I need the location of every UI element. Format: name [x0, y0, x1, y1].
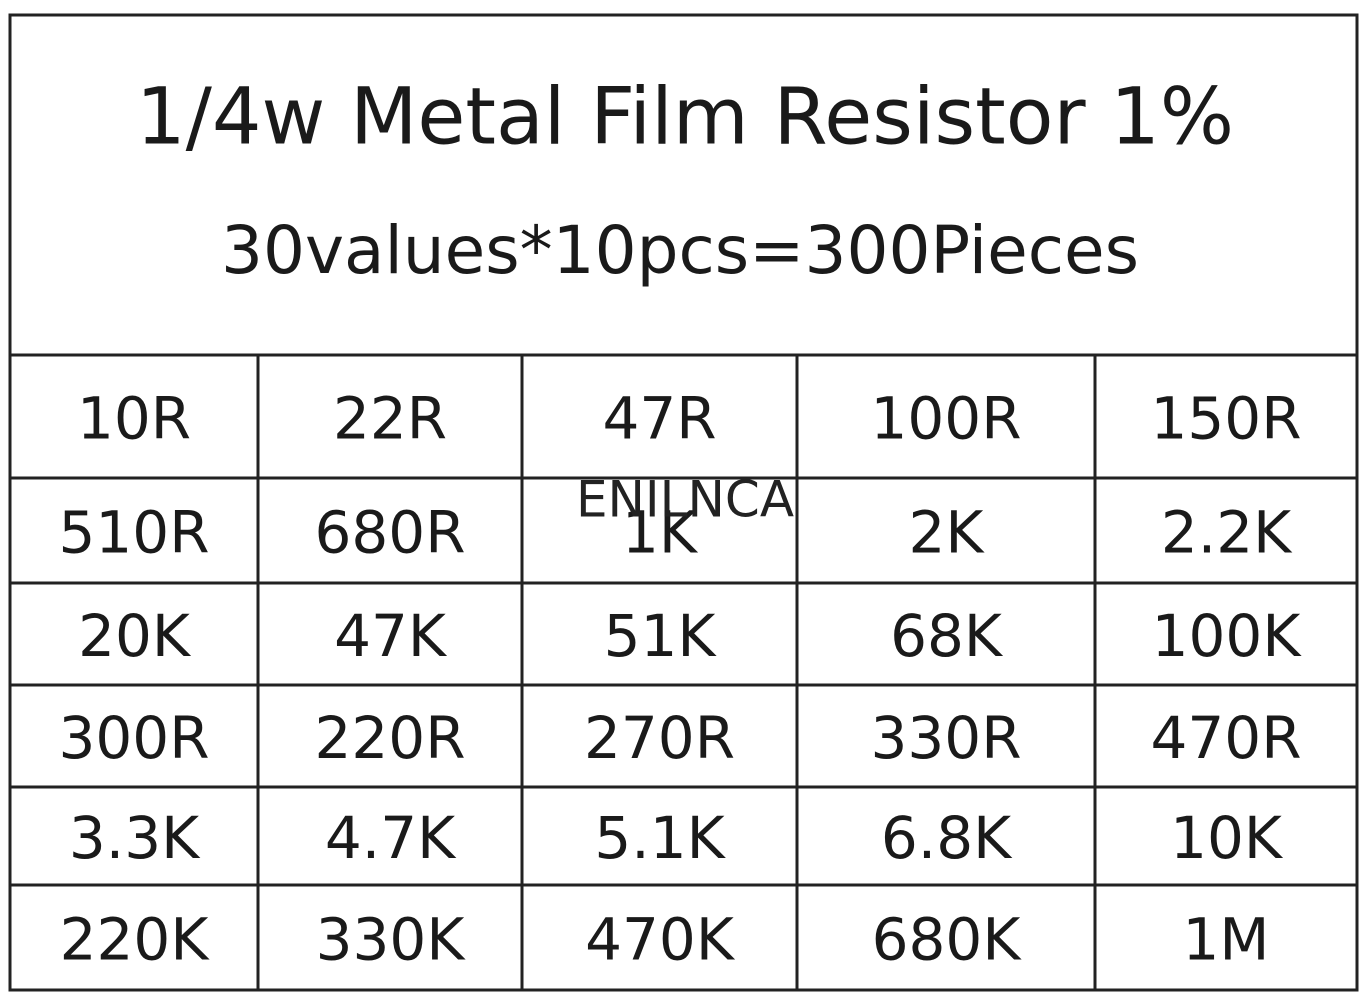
cell: 220K — [60, 906, 211, 974]
watermark: ENILNCA — [576, 471, 794, 529]
cell: 510R — [58, 499, 209, 567]
cell: 2.2K — [1161, 499, 1293, 567]
cell: 51K — [604, 602, 718, 670]
cell: 470K — [585, 906, 736, 974]
table-grid — [10, 353, 1357, 990]
cell: 47K — [334, 602, 448, 670]
cell: 220R — [314, 704, 465, 772]
cell: 22R — [333, 385, 447, 453]
cell: 3.3K — [69, 804, 201, 872]
outer-border — [8, 13, 1359, 992]
cell: 6.8K — [881, 804, 1013, 872]
table-cells: 10R 22R 47R 100R 150R 510R 680R 1K 2K 2.2K 20K 47K 5… — [58, 385, 1302, 974]
cell: 4.7K — [325, 804, 457, 872]
cell: 5.1K — [594, 804, 726, 872]
cell: 470R — [1150, 704, 1301, 772]
cell: 68K — [890, 602, 1004, 670]
cell: 680K — [872, 906, 1023, 974]
cell: 150R — [1150, 385, 1301, 453]
cell: 330K — [316, 906, 467, 974]
cell: 47R — [602, 385, 716, 453]
cell: 680R — [314, 499, 465, 567]
cell: 10K — [1170, 804, 1284, 872]
cell: 330R — [870, 704, 1021, 772]
cell: 1M — [1183, 906, 1270, 974]
title: 1/4w Metal Film Resistor 1% — [136, 72, 1234, 162]
cell: 270R — [584, 704, 735, 772]
cell: 20K — [78, 602, 192, 670]
cell: 100K — [1152, 602, 1303, 670]
cell: 100R — [870, 385, 1021, 453]
cell: 2K — [909, 499, 986, 567]
cell: 10R — [77, 385, 191, 453]
cell: 1K — [622, 499, 699, 567]
cell: 300R — [58, 704, 209, 772]
subtitle: 30values*10pcs=300Pieces — [221, 212, 1139, 289]
